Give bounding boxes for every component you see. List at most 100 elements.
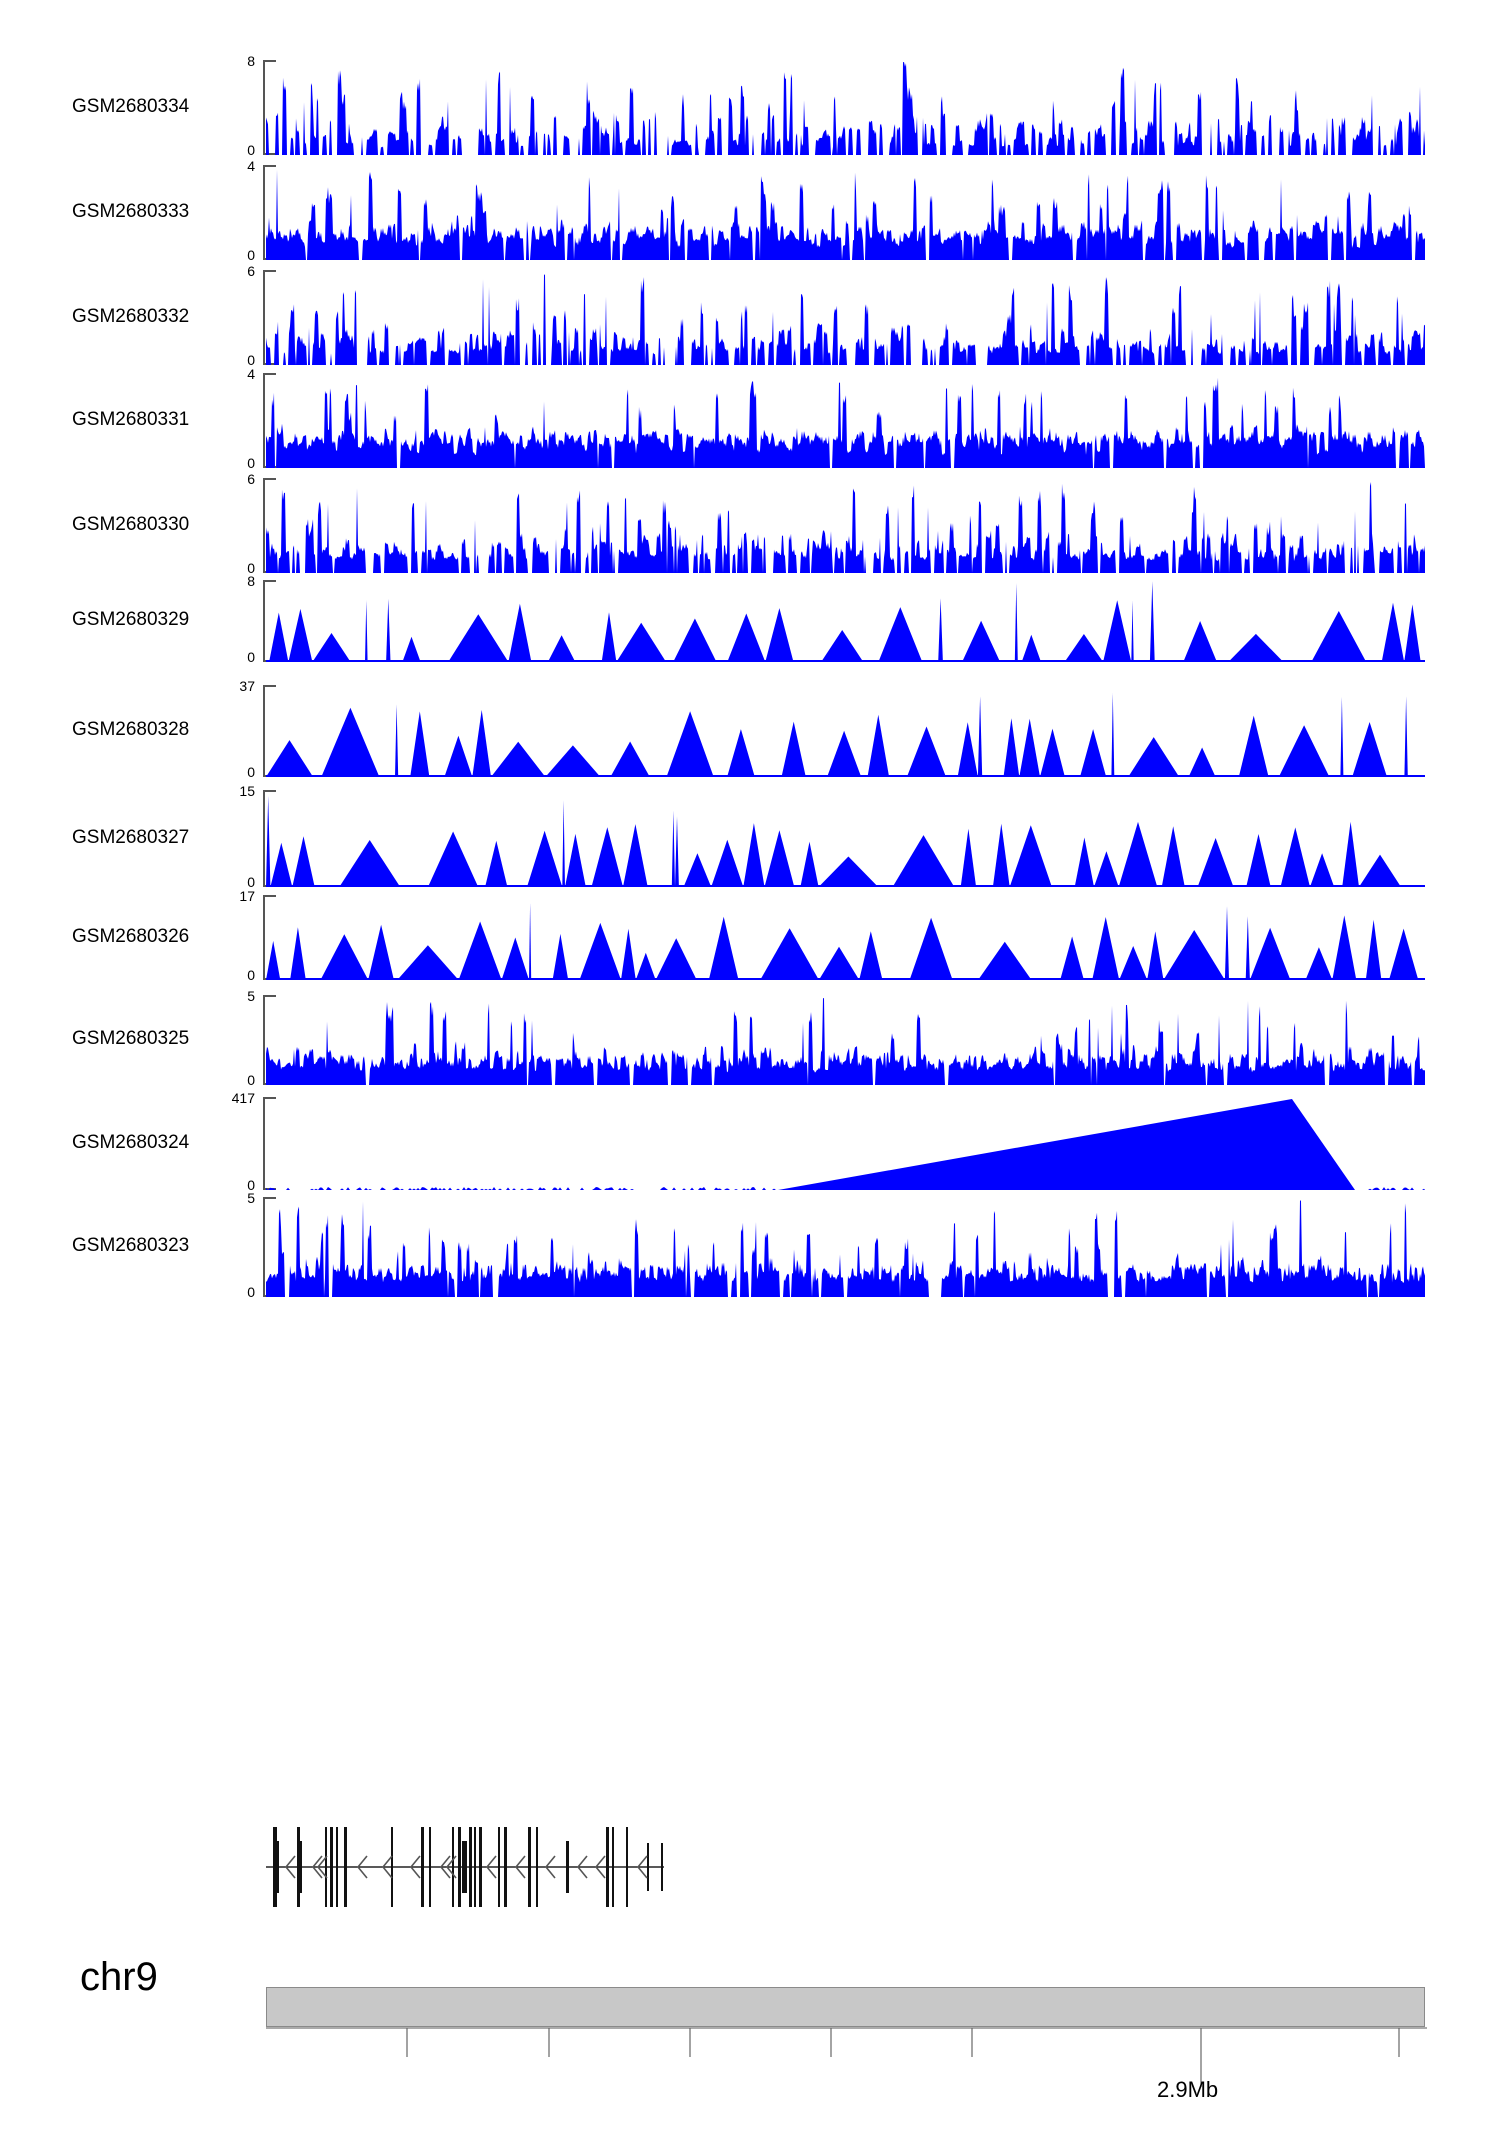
track-label-gsm2680332: GSM2680332 bbox=[72, 306, 190, 327]
coverage-profile bbox=[266, 1200, 1425, 1297]
y-axis-max-label: 417 bbox=[231, 1090, 255, 1106]
coverage-track[interactable]: GSM2680323 5 0 bbox=[0, 1191, 1500, 1300]
y-axis-max-tick bbox=[263, 895, 276, 897]
coverage-plot-area[interactable] bbox=[266, 1197, 1425, 1297]
coverage-track[interactable]: GSM2680331 4 0 bbox=[0, 367, 1500, 471]
track-label-gsm2680330: GSM2680330 bbox=[72, 514, 190, 535]
coverage-profile bbox=[266, 581, 1425, 662]
y-axis-max-label: 37 bbox=[239, 678, 255, 694]
track-y-axis bbox=[263, 270, 265, 365]
track-y-axis bbox=[263, 895, 265, 980]
coverage-plot-area[interactable] bbox=[266, 270, 1425, 365]
y-axis-max-label: 15 bbox=[239, 783, 255, 799]
y-axis-max-tick bbox=[263, 1197, 276, 1199]
y-axis-max-label: 6 bbox=[247, 263, 255, 279]
track-label-gsm2680333: GSM2680333 bbox=[72, 201, 190, 222]
axis-ticks bbox=[266, 2027, 1427, 2087]
track-y-axis bbox=[263, 580, 265, 662]
y-axis-max-tick bbox=[263, 1097, 276, 1099]
coverage-plot-area[interactable] bbox=[266, 60, 1425, 155]
y-axis-min-label: 0 bbox=[247, 874, 255, 890]
axis-tick-label: 2.9Mb bbox=[1157, 2077, 1219, 2102]
coverage-plot-area[interactable] bbox=[266, 1097, 1425, 1190]
track-label-gsm2680334: GSM2680334 bbox=[72, 96, 190, 117]
y-axis-max-label: 6 bbox=[247, 471, 255, 487]
chromosome-label: chr9 bbox=[80, 1955, 158, 1999]
coverage-plot-area[interactable] bbox=[266, 685, 1425, 777]
y-axis-min-label: 0 bbox=[247, 1284, 255, 1300]
track-y-axis bbox=[263, 165, 265, 260]
y-axis-max-tick bbox=[263, 270, 276, 272]
y-axis-max-label: 4 bbox=[247, 366, 255, 382]
track-label-gsm2680327: GSM2680327 bbox=[72, 827, 190, 848]
y-axis-min-label: 0 bbox=[247, 1072, 255, 1088]
track-y-axis bbox=[263, 1097, 265, 1190]
genome-coordinate-axis: 2.9Mb bbox=[266, 2027, 1427, 2137]
y-axis-max-tick bbox=[263, 60, 276, 62]
coverage-profile bbox=[266, 795, 1425, 887]
coverage-track[interactable]: GSM2680332 6 0 bbox=[0, 264, 1500, 367]
track-label-gsm2680323: GSM2680323 bbox=[72, 1235, 190, 1256]
coverage-track[interactable]: GSM2680324 417 0 bbox=[0, 1091, 1500, 1193]
track-label-gsm2680325: GSM2680325 bbox=[72, 1028, 190, 1049]
y-axis-min-tick bbox=[263, 153, 276, 155]
y-axis-max-label: 5 bbox=[247, 988, 255, 1004]
y-axis-max-label: 17 bbox=[239, 888, 255, 904]
track-label-gsm2680328: GSM2680328 bbox=[72, 719, 190, 740]
coverage-profile bbox=[266, 902, 1425, 980]
coverage-track[interactable]: GSM2680334 8 0 bbox=[0, 54, 1500, 158]
track-label-gsm2680331: GSM2680331 bbox=[72, 409, 190, 430]
coverage-plot-area[interactable] bbox=[266, 373, 1425, 468]
y-axis-max-tick bbox=[263, 478, 276, 480]
y-axis-min-label: 0 bbox=[247, 764, 255, 780]
coverage-track[interactable]: GSM2680327 15 0 bbox=[0, 784, 1500, 890]
y-axis-min-label: 0 bbox=[247, 455, 255, 471]
track-y-axis bbox=[263, 373, 265, 468]
coverage-profile bbox=[266, 692, 1425, 777]
coverage-plot-area[interactable] bbox=[266, 790, 1425, 887]
y-axis-max-label: 8 bbox=[247, 53, 255, 69]
coverage-track[interactable]: GSM2680330 6 0 bbox=[0, 472, 1500, 576]
coverage-profile bbox=[266, 482, 1425, 573]
y-axis-min-label: 0 bbox=[247, 967, 255, 983]
coverage-track[interactable]: GSM2680328 37 0 bbox=[0, 679, 1500, 780]
track-y-axis bbox=[263, 60, 265, 155]
track-y-axis bbox=[263, 1197, 265, 1297]
y-axis-min-label: 0 bbox=[247, 560, 255, 576]
coverage-plot-area[interactable] bbox=[266, 478, 1425, 573]
coverage-profile bbox=[266, 998, 1425, 1085]
coverage-profile bbox=[266, 1099, 1425, 1190]
coverage-plot-area[interactable] bbox=[266, 165, 1425, 260]
y-axis-max-tick bbox=[263, 373, 276, 375]
coverage-profile bbox=[266, 62, 1425, 155]
coverage-profile bbox=[266, 274, 1425, 365]
coverage-track[interactable]: GSM2680333 4 0 bbox=[0, 159, 1500, 263]
y-axis-min-label: 0 bbox=[247, 247, 255, 263]
chromosome-ideogram-bar[interactable] bbox=[266, 1987, 1425, 2027]
gene-annotation-track[interactable] bbox=[266, 1818, 1425, 1916]
coverage-profile bbox=[266, 377, 1425, 468]
y-axis-max-tick bbox=[263, 995, 276, 997]
coverage-track[interactable]: GSM2680326 17 0 bbox=[0, 889, 1500, 983]
y-axis-max-label: 5 bbox=[247, 1190, 255, 1206]
y-axis-min-label: 0 bbox=[247, 649, 255, 665]
coverage-profile bbox=[266, 169, 1425, 260]
track-y-axis bbox=[263, 790, 265, 887]
y-axis-max-tick bbox=[263, 165, 276, 167]
gene-model[interactable] bbox=[266, 1818, 1425, 1916]
coverage-plot-area[interactable] bbox=[266, 995, 1425, 1085]
y-axis-min-label: 0 bbox=[247, 142, 255, 158]
track-label-gsm2680329: GSM2680329 bbox=[72, 609, 190, 630]
coverage-plot-area[interactable] bbox=[266, 895, 1425, 980]
y-axis-min-label: 0 bbox=[247, 1177, 255, 1193]
coverage-track[interactable]: GSM2680329 8 0 bbox=[0, 574, 1500, 665]
y-axis-max-label: 4 bbox=[247, 158, 255, 174]
y-axis-max-tick bbox=[263, 580, 276, 582]
track-label-gsm2680324: GSM2680324 bbox=[72, 1132, 190, 1153]
track-y-axis bbox=[263, 478, 265, 573]
coverage-plot-area[interactable] bbox=[266, 580, 1425, 662]
track-y-axis bbox=[263, 685, 265, 777]
coverage-track[interactable]: GSM2680325 5 0 bbox=[0, 989, 1500, 1088]
track-y-axis bbox=[263, 995, 265, 1085]
